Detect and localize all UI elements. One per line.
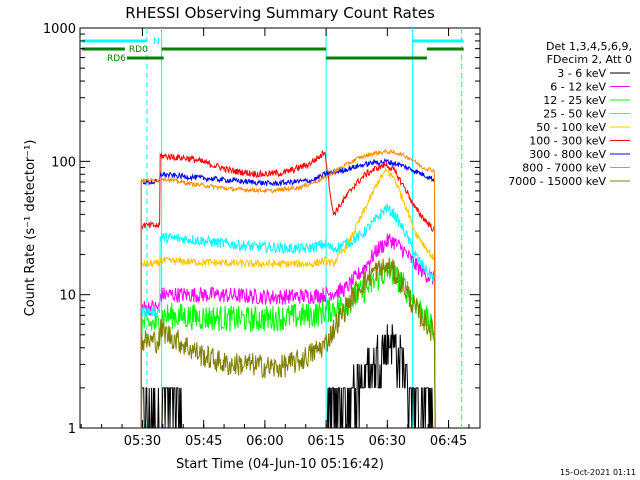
series-line-0 — [140, 324, 436, 429]
legend-label-8: 7000 - 15000 keV — [508, 175, 606, 188]
x-tick-label-0: 05:30 — [124, 434, 161, 449]
chart-title: RHESSI Observing Summary Count Rates — [125, 4, 435, 22]
series-line-7 — [140, 148, 436, 429]
x-tick-label-4: 06:30 — [369, 434, 406, 449]
legend-label-0: 3 - 6 keV — [557, 67, 606, 80]
legend-label-5: 100 - 300 keV — [529, 135, 606, 148]
flag-label-rd0: RD0 — [129, 45, 148, 55]
x-tick-label-5: 06:45 — [430, 434, 467, 449]
y-tick-label-0: 1 — [68, 422, 76, 437]
legend-label-4: 50 - 100 keV — [536, 121, 606, 134]
legend-header-0: Det 1,3,4,5,6,9, — [546, 40, 632, 53]
x-tick-label-3: 06:15 — [307, 434, 344, 449]
footer-date: 15-Oct-2021 01:11 — [560, 468, 636, 477]
y-axis-label: Count Rate (s⁻¹ detector⁻¹) — [23, 140, 38, 317]
series-line-6 — [140, 157, 436, 429]
legend-label-7: 800 - 7000 keV — [522, 162, 606, 175]
flag-label-rd6: RD6 — [107, 54, 126, 64]
series-line-5 — [140, 150, 436, 429]
x-tick-label-1: 05:45 — [185, 434, 222, 449]
series-line-1 — [140, 233, 436, 429]
legend-header-1: FDecim 2, Att 0 — [547, 53, 632, 66]
series-group — [140, 148, 436, 429]
legend-label-1: 6 - 12 keV — [550, 81, 606, 94]
legend-label-6: 300 - 800 keV — [529, 148, 606, 161]
axes-group: 05:30 05:45 06:00 06:15 06:30 06:45 1 10 100 1000 — [43, 22, 480, 449]
series-line-4 — [140, 166, 436, 429]
x-axis-label: Start Time (04-Jun-10 05:16:42) — [176, 457, 384, 472]
y-tick-label-2: 100 — [51, 155, 76, 170]
legend-label-3: 25 - 50 keV — [543, 108, 606, 121]
attenuator-markers — [146, 28, 463, 428]
y-tick-label-3: 1000 — [43, 22, 76, 37]
flag-label-n: N — [153, 37, 160, 47]
x-tick-label-2: 06:00 — [246, 434, 283, 449]
series-line-3 — [140, 203, 436, 429]
legend-label-2: 12 - 25 keV — [543, 94, 606, 107]
legend: Det 1,3,4,5,6,9,FDecim 2, Att 03 - 6 keV… — [508, 40, 632, 188]
series-line-8 — [140, 257, 436, 429]
y-tick-label-1: 10 — [59, 289, 76, 304]
